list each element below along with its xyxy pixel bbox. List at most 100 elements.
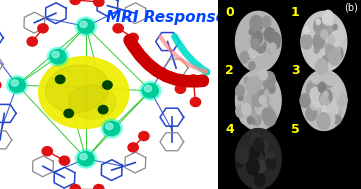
Circle shape bbox=[263, 38, 272, 50]
Circle shape bbox=[333, 24, 337, 30]
Circle shape bbox=[317, 98, 323, 105]
Circle shape bbox=[319, 93, 328, 104]
Circle shape bbox=[326, 47, 331, 53]
Ellipse shape bbox=[45, 65, 109, 113]
Circle shape bbox=[332, 16, 337, 23]
Circle shape bbox=[325, 38, 330, 45]
FancyArrowPatch shape bbox=[175, 36, 207, 72]
Circle shape bbox=[317, 113, 330, 130]
Circle shape bbox=[252, 119, 255, 124]
Circle shape bbox=[252, 151, 264, 167]
Circle shape bbox=[9, 78, 25, 92]
Circle shape bbox=[331, 51, 336, 57]
Circle shape bbox=[325, 23, 329, 28]
Circle shape bbox=[236, 147, 249, 164]
Circle shape bbox=[325, 95, 331, 104]
Circle shape bbox=[252, 113, 261, 125]
Circle shape bbox=[263, 109, 276, 126]
Text: (b): (b) bbox=[344, 3, 358, 12]
Circle shape bbox=[316, 98, 322, 105]
Circle shape bbox=[312, 94, 322, 108]
Circle shape bbox=[323, 91, 328, 98]
Circle shape bbox=[268, 33, 279, 48]
Circle shape bbox=[42, 147, 52, 156]
Circle shape bbox=[322, 90, 332, 104]
Ellipse shape bbox=[69, 85, 116, 119]
Circle shape bbox=[310, 88, 321, 101]
Circle shape bbox=[262, 101, 268, 108]
Circle shape bbox=[258, 32, 268, 44]
Circle shape bbox=[259, 96, 265, 104]
Circle shape bbox=[328, 53, 334, 61]
Circle shape bbox=[321, 85, 330, 97]
Circle shape bbox=[322, 10, 334, 25]
Circle shape bbox=[93, 184, 104, 189]
Circle shape bbox=[80, 153, 87, 160]
Circle shape bbox=[269, 32, 280, 47]
Circle shape bbox=[336, 109, 342, 116]
Circle shape bbox=[306, 81, 317, 95]
Circle shape bbox=[253, 33, 264, 47]
Circle shape bbox=[101, 119, 122, 138]
Circle shape bbox=[318, 82, 326, 93]
Circle shape bbox=[254, 146, 263, 158]
Circle shape bbox=[320, 34, 325, 41]
Circle shape bbox=[258, 142, 264, 150]
Circle shape bbox=[140, 81, 161, 100]
Circle shape bbox=[249, 62, 255, 70]
Circle shape bbox=[268, 46, 273, 53]
Circle shape bbox=[255, 35, 264, 47]
Circle shape bbox=[256, 40, 266, 53]
Circle shape bbox=[248, 117, 253, 124]
Circle shape bbox=[331, 31, 343, 46]
Circle shape bbox=[99, 105, 108, 114]
FancyArrowPatch shape bbox=[130, 40, 203, 81]
Circle shape bbox=[0, 81, 1, 90]
Text: 0: 0 bbox=[225, 6, 234, 19]
Circle shape bbox=[242, 103, 251, 116]
Circle shape bbox=[329, 97, 334, 103]
Circle shape bbox=[320, 35, 327, 44]
Circle shape bbox=[188, 75, 199, 84]
Circle shape bbox=[250, 15, 262, 31]
Circle shape bbox=[251, 146, 260, 158]
Circle shape bbox=[265, 160, 271, 168]
Circle shape bbox=[321, 95, 327, 104]
Circle shape bbox=[27, 37, 38, 46]
Circle shape bbox=[334, 83, 340, 91]
Circle shape bbox=[142, 84, 158, 98]
Circle shape bbox=[248, 153, 255, 163]
Circle shape bbox=[257, 84, 264, 92]
Circle shape bbox=[304, 27, 309, 34]
Circle shape bbox=[93, 0, 104, 6]
Circle shape bbox=[253, 96, 263, 108]
Circle shape bbox=[326, 86, 334, 97]
Circle shape bbox=[261, 139, 268, 149]
Polygon shape bbox=[301, 70, 347, 130]
Circle shape bbox=[243, 94, 256, 111]
Circle shape bbox=[255, 81, 265, 95]
Circle shape bbox=[258, 35, 268, 48]
Circle shape bbox=[105, 123, 113, 130]
Circle shape bbox=[251, 35, 262, 50]
Circle shape bbox=[319, 105, 330, 119]
Ellipse shape bbox=[39, 57, 129, 129]
Circle shape bbox=[262, 108, 272, 122]
Circle shape bbox=[322, 56, 329, 64]
Circle shape bbox=[128, 143, 138, 152]
Circle shape bbox=[59, 156, 70, 165]
Circle shape bbox=[113, 24, 123, 33]
Circle shape bbox=[319, 36, 328, 47]
Circle shape bbox=[249, 48, 257, 58]
Circle shape bbox=[321, 37, 329, 48]
Circle shape bbox=[50, 50, 66, 64]
Circle shape bbox=[56, 75, 65, 84]
Circle shape bbox=[321, 99, 325, 105]
Circle shape bbox=[260, 102, 266, 111]
Circle shape bbox=[240, 108, 252, 124]
Circle shape bbox=[256, 30, 260, 35]
Circle shape bbox=[236, 157, 243, 167]
Polygon shape bbox=[301, 11, 347, 72]
Circle shape bbox=[257, 31, 266, 43]
Circle shape bbox=[251, 95, 263, 111]
